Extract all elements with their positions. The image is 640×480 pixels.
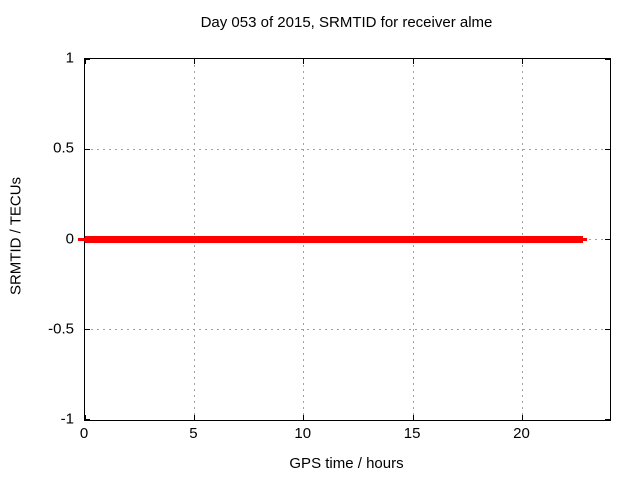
x-tick-mark [412,59,414,64]
y-tick-mark [85,419,90,420]
y-tick-label: -1 [60,410,74,428]
y-tick-mark [605,329,610,331]
plot-area [78,58,611,421]
x-tick-mark [85,415,86,420]
series-right-cap [582,238,587,241]
x-tick-mark [522,59,523,64]
y-tick-mark [605,148,610,150]
x-axis-label: GPS time / hours [289,455,404,472]
y-tick-mark [605,239,610,240]
x-tick-mark [522,415,523,420]
series-left-cap [78,238,85,241]
y-tick-label: -0.5 [48,320,74,338]
y-tick-label: 1 [65,49,74,67]
x-tick-mark [412,415,414,420]
y-gridline [85,329,610,331]
x-tick-mark [85,59,86,64]
x-tick-label: 5 [189,425,198,442]
y-tick-label: 0 [65,230,74,247]
y-tick-mark [85,148,90,150]
x-tick-label: 20 [513,425,530,442]
series-line-srmtid [85,236,583,243]
y-tick-mark [85,329,90,331]
y-tick-mark [605,419,610,420]
x-tick-mark [193,415,195,420]
chart-title: Day 053 of 2015, SRMTID for receiver alm… [200,14,493,31]
x-tick-mark [193,59,195,64]
x-tick-mark [303,59,305,64]
x-tick-label: 10 [294,425,312,442]
y-tick-label: 0.5 [53,139,74,157]
y-tick-mark [85,59,90,60]
y-gridline [85,148,610,150]
y-tick-mark [605,59,610,60]
x-tick-label: 0 [79,425,89,442]
x-tick-mark [303,415,305,420]
x-tick-label: 15 [403,425,421,442]
